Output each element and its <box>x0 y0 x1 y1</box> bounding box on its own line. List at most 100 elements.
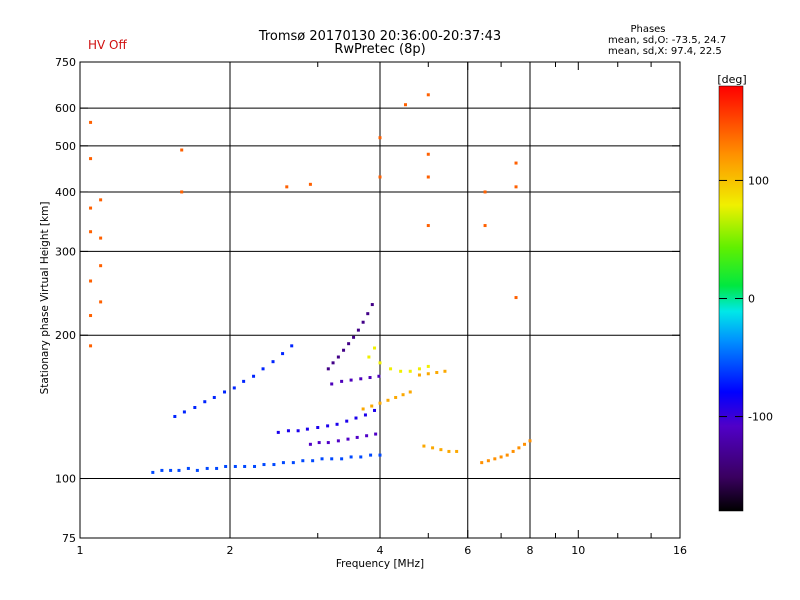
data-point <box>205 466 209 470</box>
data-point <box>361 320 365 324</box>
data-point <box>89 314 93 318</box>
data-point <box>399 369 403 373</box>
data-point <box>89 157 93 161</box>
data-point <box>193 406 197 410</box>
data-point <box>305 427 309 431</box>
y-tick-label: 300 <box>55 245 76 258</box>
data-point <box>359 455 363 459</box>
data-point <box>182 410 186 414</box>
chart-title: Tromsø 20170130 20:36:00-20:37:43 <box>258 29 501 44</box>
data-point <box>378 361 382 365</box>
data-point <box>352 335 356 339</box>
data-point <box>89 120 93 124</box>
data-point <box>403 103 407 107</box>
data-point <box>439 448 443 452</box>
data-point <box>285 185 289 189</box>
data-point <box>261 367 265 371</box>
colorbar-tick-label: 100 <box>748 174 769 187</box>
data-point <box>253 464 257 468</box>
data-point <box>243 464 247 468</box>
data-point <box>276 430 280 434</box>
data-point <box>262 463 266 467</box>
data-point <box>232 386 236 390</box>
data-point <box>368 376 372 380</box>
data-point <box>354 416 358 420</box>
data-point <box>345 419 349 423</box>
data-point <box>378 136 382 140</box>
data-point <box>356 328 360 332</box>
data-point <box>517 446 521 450</box>
data-point <box>493 457 497 461</box>
data-point <box>296 429 300 433</box>
data-point <box>326 424 330 428</box>
data-point <box>417 373 421 377</box>
data-point <box>389 367 393 371</box>
stats-title: Phases <box>630 24 665 35</box>
data-point <box>271 360 275 364</box>
data-point <box>347 342 351 346</box>
data-point <box>290 344 294 348</box>
data-point <box>426 152 430 156</box>
y-axis-label: Stationary phase Virtual Height [km] <box>39 202 51 395</box>
colorbar-tick-label: -100 <box>748 411 773 424</box>
data-point <box>374 432 378 436</box>
data-point <box>89 230 93 234</box>
data-point <box>233 464 237 468</box>
data-point <box>99 264 103 268</box>
data-point <box>160 468 164 472</box>
data-point <box>203 400 207 404</box>
x-tick-label: 16 <box>673 544 687 557</box>
data-point <box>340 379 344 383</box>
data-point <box>426 364 430 368</box>
chart-subtitle: RwPretec (8p) <box>334 42 425 57</box>
data-point <box>180 148 184 152</box>
data-point <box>511 449 515 453</box>
data-point <box>386 398 390 402</box>
y-tick-label: 200 <box>55 329 76 342</box>
data-point <box>223 390 227 394</box>
data-point <box>272 463 276 467</box>
data-point <box>330 382 334 386</box>
data-point <box>281 461 285 465</box>
data-point <box>308 442 312 446</box>
data-point <box>422 444 426 448</box>
data-point <box>224 464 228 468</box>
y-tick-label: 600 <box>55 102 76 115</box>
data-point <box>514 296 518 300</box>
x-tick-label: 4 <box>377 544 384 557</box>
y-tick-label: 500 <box>55 140 76 153</box>
data-point <box>342 348 346 352</box>
data-point <box>369 453 373 457</box>
data-point <box>177 468 181 472</box>
data-point <box>349 378 353 382</box>
data-point <box>336 439 340 443</box>
data-point <box>363 413 367 417</box>
colorbar-tick-label: 0 <box>748 293 755 306</box>
x-tick-label: 6 <box>464 544 471 557</box>
data-point <box>373 346 377 350</box>
data-point <box>408 390 412 394</box>
x-tick-label: 8 <box>527 544 534 557</box>
x-axis-label: Frequency [MHz] <box>336 558 424 570</box>
colorbar-ticks: 100 0 -100 <box>719 174 773 424</box>
data-point <box>514 161 518 165</box>
y-tick-label: 400 <box>55 186 76 199</box>
data-point <box>242 379 246 383</box>
data-point <box>455 449 459 453</box>
data-point <box>195 468 199 472</box>
grid <box>80 62 680 538</box>
data-point <box>340 457 344 461</box>
data-point <box>99 300 103 304</box>
data-point <box>311 459 315 463</box>
data-point <box>378 453 382 457</box>
data-point <box>447 449 451 453</box>
data-point <box>378 401 382 405</box>
data-point <box>373 408 377 412</box>
data-point <box>486 459 490 463</box>
data-point <box>317 441 321 445</box>
data-point <box>99 198 103 202</box>
data-point <box>308 182 312 186</box>
data-point <box>377 374 381 378</box>
data-point <box>401 393 405 397</box>
data-point <box>431 446 435 450</box>
